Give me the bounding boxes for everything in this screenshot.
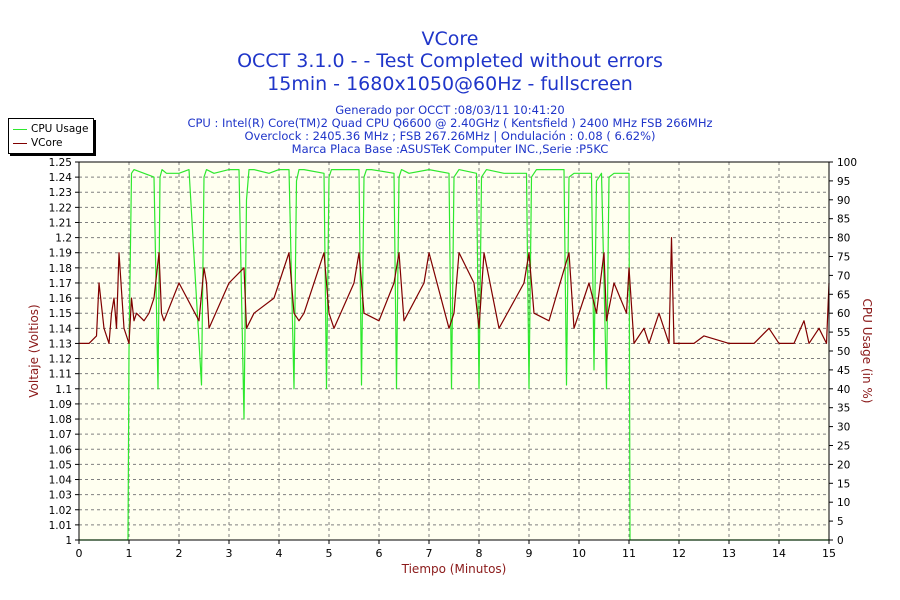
y2-tick-label: 25 <box>837 441 850 453</box>
x-tick-label: 12 <box>672 547 686 560</box>
y-tick-label: 1.02 <box>49 505 72 517</box>
x-tick-label: 13 <box>722 547 736 560</box>
info-cpu: CPU : Intel(R) Core(TM)2 Quad CPU Q6600 … <box>187 116 713 130</box>
x-tick-label: 3 <box>226 547 233 560</box>
y2-tick-label: 70 <box>837 270 850 282</box>
x-tick-label: 7 <box>426 547 433 560</box>
x-tick-label: 6 <box>376 547 383 560</box>
y2-tick-label: 60 <box>837 308 850 320</box>
y-tick-label: 1.03 <box>49 490 72 502</box>
y-tick-label: 1.07 <box>49 429 72 441</box>
y-tick-label: 1.12 <box>49 354 72 366</box>
y-tick-label: 1.08 <box>49 414 72 426</box>
y-tick-label: 1.16 <box>49 293 73 305</box>
y-tick-label: 1.21 <box>49 217 72 229</box>
y2-tick-label: 50 <box>837 346 850 358</box>
legend-label-vcore: VCore <box>31 137 63 149</box>
x-tick-label: 4 <box>276 547 283 560</box>
y2-axis-label: CPU Usage (in %) <box>860 299 874 404</box>
y-tick-label: 1.04 <box>49 475 73 487</box>
chart-subtitle-resolution: 15min - 1680x1050@60Hz - fullscreen <box>267 73 633 95</box>
x-tick-label: 9 <box>526 547 533 560</box>
y-tick-label: 1 <box>65 535 72 547</box>
y2-tick-label: 15 <box>837 478 850 490</box>
y2-tick-label: 40 <box>837 384 850 396</box>
y-tick-label: 1.18 <box>49 263 72 275</box>
legend-item-vcore: VCore <box>13 136 63 150</box>
chart-title: VCore <box>421 28 479 50</box>
y-tick-label: 1.17 <box>49 278 72 290</box>
y-tick-label: 1.23 <box>49 187 72 199</box>
x-tick-label: 1 <box>126 547 133 560</box>
y2-tick-label: 20 <box>837 459 850 471</box>
y2-tick-label: 75 <box>837 252 850 264</box>
y-tick-label: 1.2 <box>55 233 72 245</box>
y-tick-label: 1.14 <box>49 323 73 335</box>
legend-label-cpu-usage: CPU Usage <box>31 123 89 135</box>
y-tick-label: 1.25 <box>49 157 72 169</box>
y-tick-label: 1.09 <box>49 399 72 411</box>
y2-tick-label: 35 <box>837 403 850 415</box>
series-line-cpu-usage <box>79 169 829 541</box>
x-tick-label: 8 <box>476 547 483 560</box>
y2-tick-label: 100 <box>837 157 857 169</box>
x-tick-label: 15 <box>822 547 836 560</box>
info-overclock: Overclock : 2405.36 MHz ; FSB 267.26MHz … <box>244 129 656 143</box>
y-tick-label: 1.1 <box>55 384 72 396</box>
y2-tick-label: 0 <box>837 535 844 547</box>
x-tick-label: 5 <box>326 547 333 560</box>
y2-tick-label: 30 <box>837 422 850 434</box>
y2-tick-label: 95 <box>837 176 850 188</box>
y-tick-label: 1.13 <box>49 338 72 350</box>
y-tick-label: 1.05 <box>49 459 72 471</box>
y-tick-label: 1.01 <box>49 520 72 532</box>
y-tick-label: 1.22 <box>49 202 72 214</box>
legend-swatch-cpu-usage <box>13 128 27 130</box>
x-tick-label: 14 <box>772 547 786 560</box>
y2-tick-label: 10 <box>837 497 850 509</box>
legend-item-cpu-usage: CPU Usage <box>13 122 88 136</box>
series-line-vcore <box>79 237 830 344</box>
plot-border <box>78 161 830 541</box>
y-axis-label: Voltaje (Voltios) <box>27 304 41 398</box>
y2-tick-label: 45 <box>837 365 850 377</box>
y2-tick-label: 5 <box>837 516 844 528</box>
x-tick-label: 10 <box>572 547 586 560</box>
legend: CPU Usage VCore <box>8 118 94 154</box>
legend-swatch-vcore <box>13 142 27 144</box>
y2-tick-label: 85 <box>837 214 850 226</box>
chart-subtitle-test: OCCT 3.1.0 - - Test Completed without er… <box>237 50 663 72</box>
y2-tick-label: 65 <box>837 289 850 301</box>
y2-tick-label: 55 <box>837 327 850 339</box>
y-tick-label: 1.19 <box>49 248 72 260</box>
x-tick-label: 11 <box>622 547 636 560</box>
y2-tick-label: 80 <box>837 233 850 245</box>
y-tick-label: 1.24 <box>49 172 73 184</box>
y-tick-label: 1.15 <box>49 308 72 320</box>
y2-tick-label: 90 <box>837 195 850 207</box>
y-tick-label: 1.11 <box>49 369 72 381</box>
info-generated: Generado por OCCT :08/03/11 10:41:20 <box>335 103 565 117</box>
x-tick-label: 2 <box>176 547 183 560</box>
info-motherboard: Marca Placa Base :ASUSTeK Computer INC.,… <box>291 142 609 156</box>
x-axis-label: Tiempo (Minutos) <box>401 562 507 576</box>
y-tick-label: 1.06 <box>49 444 73 456</box>
x-tick-label: 0 <box>76 547 83 560</box>
